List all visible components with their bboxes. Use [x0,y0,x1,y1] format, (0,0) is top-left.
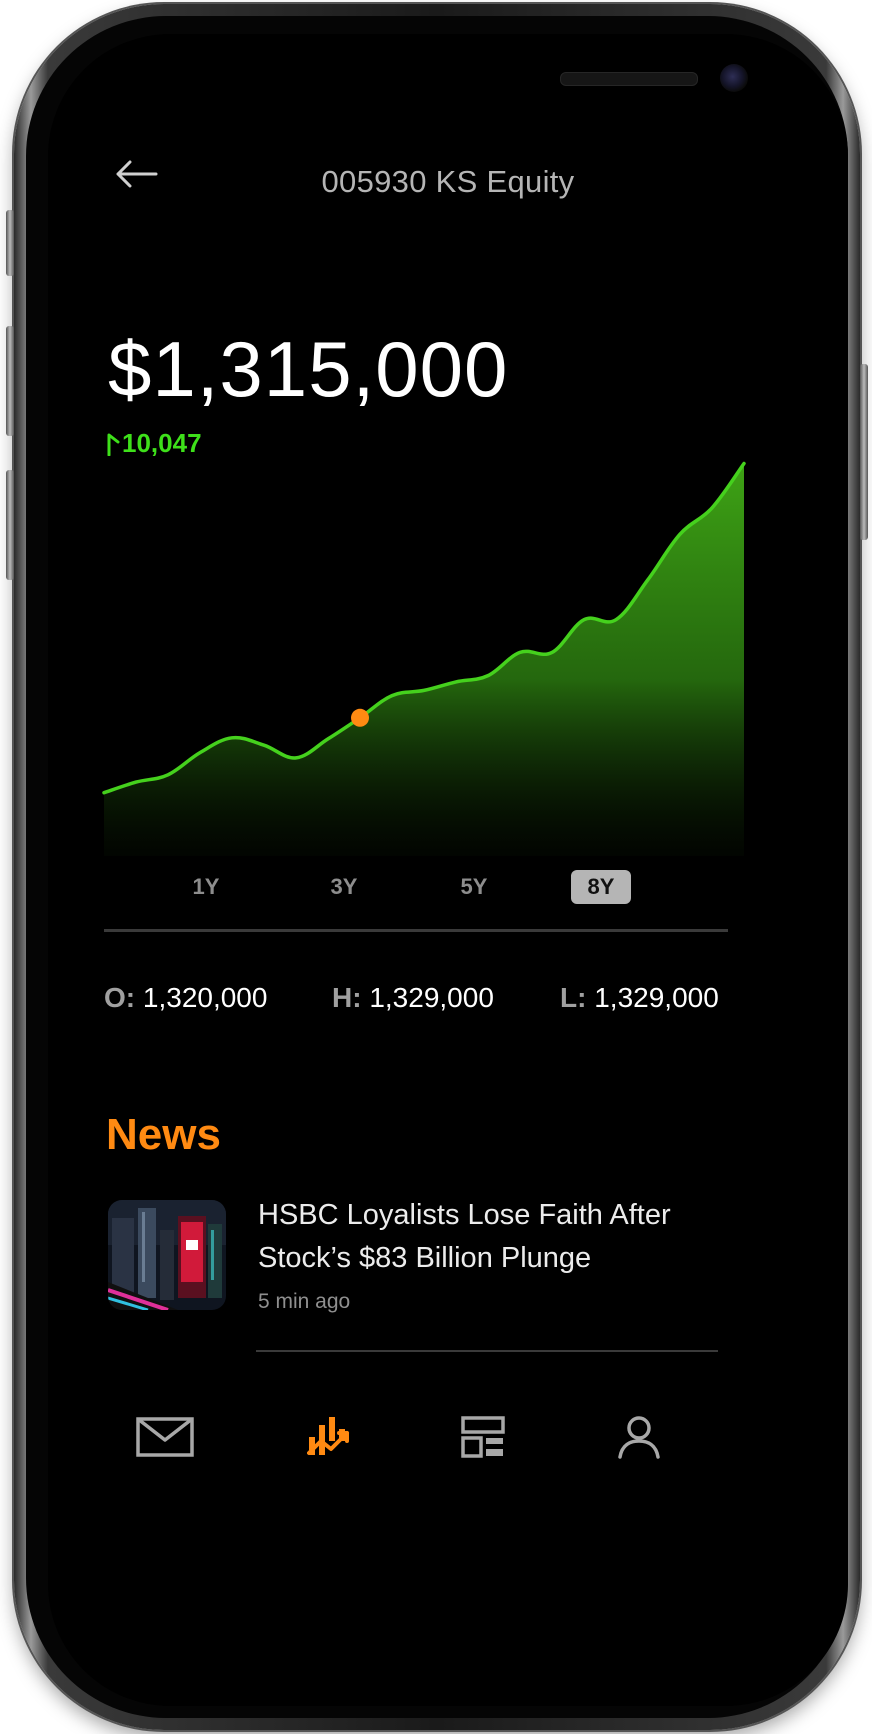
nav-markets[interactable] [294,1412,364,1462]
side-button-mute [6,210,14,276]
divider [104,929,728,932]
dashboard-icon [461,1416,505,1458]
current-price: $1,315,000 [108,325,509,413]
back-arrow-icon[interactable] [110,154,162,194]
range-selector: 1Y 3Y 5Y 8Y [48,866,848,906]
chart-area-fill [104,463,744,856]
front-camera [720,64,748,92]
price-change-value: 10,047 [122,428,202,458]
stat-low-label: L: [560,982,587,1013]
side-button-power [860,364,868,540]
price-chart[interactable] [48,434,848,864]
stat-open: O: 1,320,000 [104,982,267,1014]
screen: 005930 KS Equity $1,315,000 10,047 [48,34,848,1706]
stat-low: L: 1,329,000 [560,982,719,1014]
news-divider [256,1350,718,1352]
phone-frame: 005930 KS Equity $1,315,000 10,047 [6,4,868,1730]
range-8y[interactable]: 8Y [571,870,631,904]
stat-high-label: H: [332,982,362,1013]
news-timestamp: 5 min ago [258,1290,351,1313]
news-headline[interactable]: HSBC Loyalists Lose Faith After Stock’s … [258,1199,671,1274]
nav-dashboard[interactable] [448,1412,518,1462]
nav-mail[interactable] [130,1412,200,1462]
speaker-grille [560,72,698,86]
side-button-volume-down [6,470,14,580]
chart-highlight-point[interactable] [351,708,369,727]
range-1y[interactable]: 1Y [192,874,220,899]
chart-line [102,461,746,795]
stat-high-value: 1,329,000 [369,982,494,1013]
chart-icon [307,1417,349,1455]
nav-profile[interactable] [604,1412,674,1462]
news-thumbnail[interactable] [108,1200,226,1310]
side-button-volume-up [6,326,14,436]
stat-low-value: 1,329,000 [594,982,719,1013]
profile-icon [618,1416,660,1459]
stat-open-label: O: [104,982,136,1013]
price-change: 10,047 [106,428,202,459]
mail-icon [136,1417,194,1457]
page-title: 005930 KS Equity [321,164,575,199]
stat-high: H: 1,329,000 [332,982,494,1014]
range-3y[interactable]: 3Y [330,874,358,899]
stat-open-value: 1,320,000 [142,982,268,1013]
trend-up-icon [107,433,120,456]
news-section-title: News [106,1110,221,1159]
range-5y[interactable]: 5Y [460,874,488,899]
